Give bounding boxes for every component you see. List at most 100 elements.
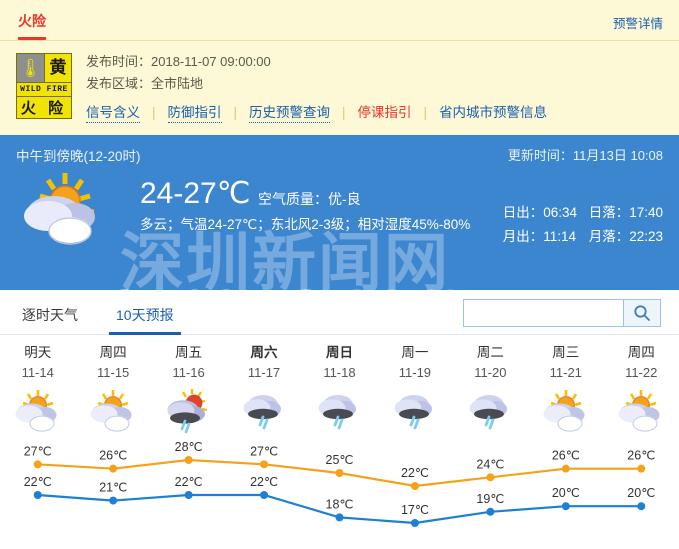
forecast-icon-cell	[528, 388, 603, 436]
forecast-day-headers: 明天 11-14 周四 11-15 周五 11-16 周六 11-17 周日 11-18 …	[0, 335, 679, 382]
current-description: 多云；气温24-27℃；东北风2-3级；相对湿度45%-80%	[140, 217, 471, 232]
forecast-icon-cell	[0, 388, 75, 436]
svg-text:26℃: 26℃	[552, 449, 580, 463]
link-class-suspension-guide[interactable]: 停课指引	[357, 105, 412, 120]
forecast-day-name: 周四	[627, 345, 655, 360]
forecast-day-name: 周四	[99, 345, 127, 360]
warning-info: 发布时间：2018-11-07 09:00:00 发布区域：全市陆地 信号含义 …	[86, 51, 547, 123]
link-separator: |	[233, 104, 238, 120]
forecast-col[interactable]: 周一 11-19	[377, 343, 452, 382]
signal-wildfire-text: WILD FIRE	[17, 81, 71, 97]
warning-body: 🌡 黄 WILD FIRE 火 险 发布时间：2018-11-07 09:00:…	[0, 41, 679, 135]
tab-ten-day-forecast[interactable]: 10天预报	[109, 305, 181, 335]
issue-area-label: 发布区域：	[86, 76, 152, 91]
fire-warning-block: 火险 预警详情 🌡 黄 WILD FIRE 火 险 发布时间：2018-11-0…	[0, 0, 679, 135]
temperature-trend-chart: 27℃ 22℃ 26℃ 21℃ 28℃ 22℃ 27℃ 22℃ 25℃ 18℃ 22℃ 17℃ 24℃ 1…	[0, 438, 679, 538]
forecast-icon-cell	[151, 388, 226, 436]
svg-text:24℃: 24℃	[476, 457, 504, 471]
current-weather-panel: 中午到傍晚(12-20时) 更新时间：11月13日 10:08	[0, 135, 679, 290]
forecast-col[interactable]: 周三 11-21	[528, 343, 603, 382]
forecast-date: 11-17	[247, 365, 281, 380]
svg-text:26℃: 26℃	[627, 449, 655, 463]
sun-behind-clouds-icon	[18, 171, 110, 245]
forecast-day-name: 明天	[24, 345, 52, 360]
search-icon	[634, 305, 650, 321]
warning-links: 信号含义 | 防御指引 | 历史预警查询 | 停课指引 | 省内城市预警信息	[86, 101, 547, 123]
forecast-date: 11-16	[172, 365, 205, 380]
svg-text:18℃: 18℃	[326, 497, 354, 511]
forecast-date: 11-20	[474, 365, 507, 380]
forecast-icon-cell	[453, 388, 528, 436]
forecast-date: 11-14	[21, 365, 54, 380]
link-separator: |	[342, 104, 346, 120]
svg-text:22℃: 22℃	[24, 475, 52, 489]
fire-risk-signal-badge: 🌡 黄 WILD FIRE 火 险	[16, 53, 72, 119]
svg-text:20℃: 20℃	[627, 486, 655, 500]
issue-time-value: 2018-11-07 09:00:00	[151, 54, 271, 69]
air-quality-value: 优-良	[328, 191, 361, 207]
search-button[interactable]	[623, 299, 661, 327]
forecast-date: 11-19	[398, 365, 432, 380]
sun-times-row: 日出：06:34 日落：17:40	[503, 201, 663, 225]
current-temperature: 24-27℃	[140, 177, 251, 210]
forecast-day-name: 周二	[476, 345, 504, 360]
svg-text:22℃: 22℃	[401, 466, 429, 480]
svg-text:17℃: 17℃	[401, 503, 429, 517]
cloud-rain-icon	[464, 388, 516, 436]
current-period-label: 中午到傍晚(12-20时)	[16, 149, 141, 164]
cloud-rain-icon	[389, 388, 441, 436]
forecast-col[interactable]: 周二 11-20	[453, 343, 528, 382]
tab-hourly-weather[interactable]: 逐时天气	[18, 305, 82, 334]
update-time: 更新时间：11月13日 10:08	[508, 145, 663, 164]
svg-text:27℃: 27℃	[250, 444, 278, 458]
sun-behind-cloud-rain-icon	[163, 388, 215, 436]
tab-fire-risk[interactable]: 火险	[18, 0, 46, 40]
forecast-col[interactable]: 周日 11-18	[302, 343, 377, 382]
svg-text:27℃: 27℃	[24, 444, 52, 458]
flame-icon: 🌡	[19, 57, 42, 78]
tab-hourly-weather-label: 逐时天气	[22, 307, 78, 323]
link-province-city-warnings[interactable]: 省内城市预警信息	[439, 105, 548, 120]
issue-time-row: 发布时间：2018-11-07 09:00:00	[86, 51, 547, 73]
link-signal-meaning[interactable]: 信号含义	[86, 101, 140, 123]
svg-text:22℃: 22℃	[250, 475, 278, 489]
forecast-day-name: 周日	[325, 345, 353, 360]
tab-fire-risk-label: 火险	[18, 13, 46, 29]
forecast-tabbar: 逐时天气 10天预报	[0, 290, 679, 335]
forecast-col[interactable]: 周四 11-22	[604, 343, 679, 382]
forecast-col[interactable]: 周五 11-16	[151, 343, 226, 382]
link-separator: |	[152, 104, 156, 120]
signal-flame-box: 🌡	[17, 54, 45, 82]
sun-behind-clouds-icon	[615, 388, 667, 436]
issue-area-value: 全市陆地	[151, 76, 204, 91]
air-quality: 空气质量：优-良	[258, 189, 361, 209]
link-history-query[interactable]: 历史预警查询	[249, 101, 331, 123]
svg-text:21℃: 21℃	[99, 481, 127, 495]
signal-top-row: 🌡 黄	[17, 54, 71, 82]
moonset-time: 月落：22:23	[588, 229, 663, 244]
forecast-icon-cell	[75, 388, 150, 436]
search-input[interactable]	[463, 299, 623, 327]
temperature-chart-svg: 27℃ 22℃ 26℃ 21℃ 28℃ 22℃ 27℃ 22℃ 25℃ 18℃ 22℃ 17℃ 24℃ 1…	[24, 440, 655, 527]
signal-level-char: 黄	[49, 58, 67, 78]
warning-tabbar: 火险 预警详情	[0, 0, 679, 41]
forecast-col[interactable]: 周六 11-17	[226, 343, 301, 382]
forecast-day-name: 周一	[401, 345, 429, 360]
forecast-col[interactable]: 明天 11-14	[0, 343, 75, 382]
forecast-icon-cell	[302, 388, 377, 436]
forecast-day-name: 周三	[552, 345, 580, 360]
update-time-label: 更新时间：	[507, 148, 573, 163]
forecast-date: 11-15	[97, 365, 130, 380]
forecast-icons-row	[0, 388, 679, 436]
warning-detail-link[interactable]: 预警详情	[612, 17, 663, 31]
svg-text:25℃: 25℃	[326, 453, 354, 467]
link-defense-guide[interactable]: 防御指引	[167, 101, 222, 123]
update-time-value: 11月13日 10:08	[572, 148, 663, 163]
moon-times-row: 月出：11:14 月落：22:23	[503, 225, 663, 249]
forecast-col[interactable]: 周四 11-15	[75, 343, 150, 382]
forecast-day-name: 周六	[250, 345, 278, 360]
forecast-day-name: 周五	[175, 345, 203, 360]
astronomy-info: 日出：06:34 日落：17:40 月出：11:14 月落：22:23	[503, 201, 663, 249]
sun-behind-clouds-icon	[87, 388, 139, 436]
